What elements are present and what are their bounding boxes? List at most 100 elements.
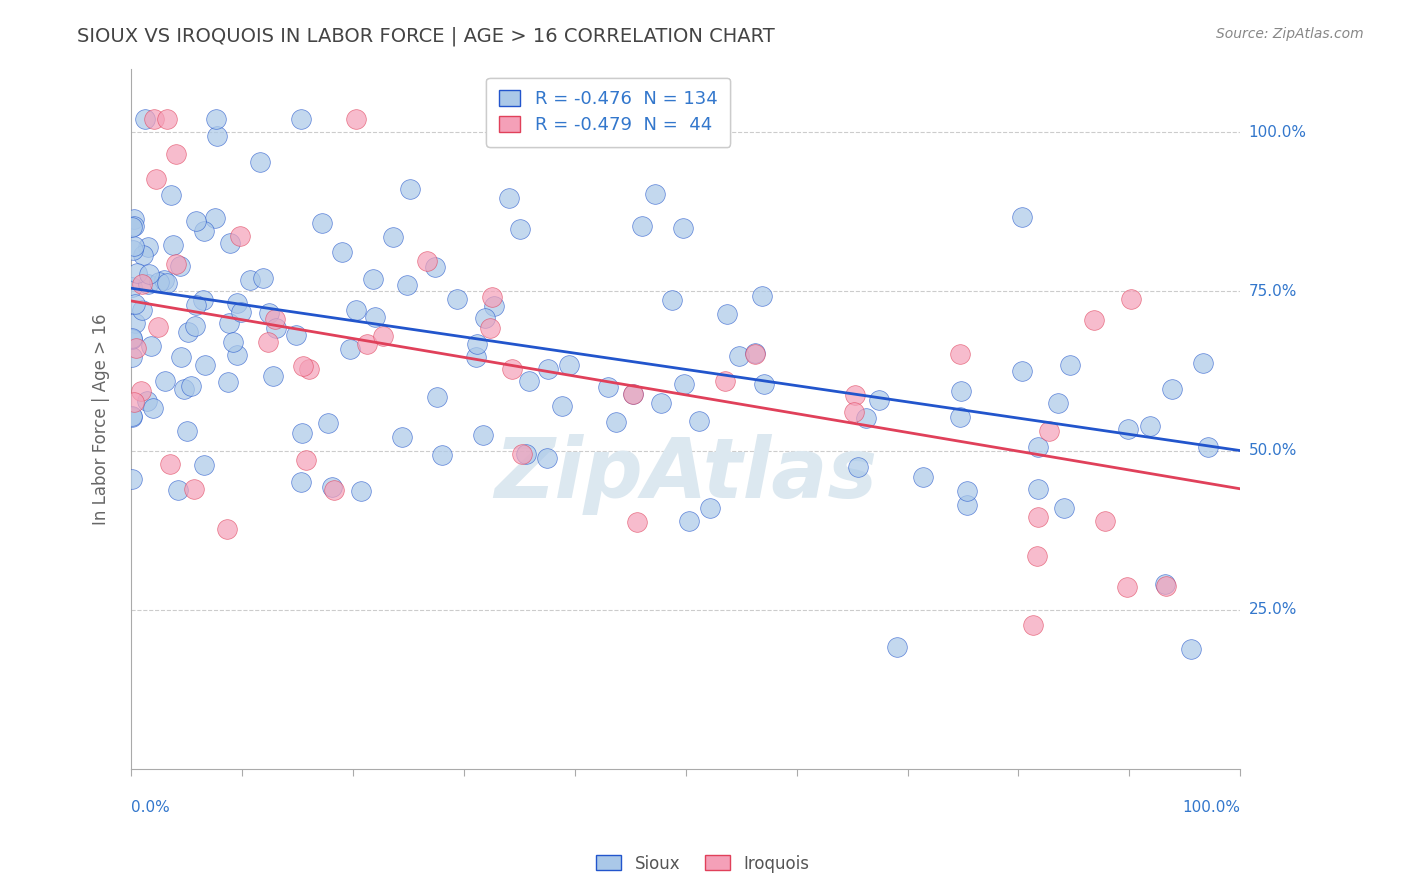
Sioux: [868, 393, 890, 408]
Sioux: [1026, 482, 1049, 496]
Sioux: [135, 393, 157, 408]
Sioux: [311, 216, 333, 230]
Sioux: [193, 224, 215, 238]
Sioux: [148, 275, 170, 289]
Sioux: [350, 484, 373, 499]
Sioux: [139, 339, 162, 353]
Iroquois: [949, 347, 972, 361]
Sioux: [219, 235, 242, 250]
Sioux: [1053, 501, 1076, 516]
Sioux: [1192, 356, 1215, 370]
Sioux: [551, 399, 574, 413]
Sioux: [284, 327, 307, 342]
Sioux: [672, 220, 695, 235]
Sioux: [239, 273, 262, 287]
Sioux: [138, 277, 160, 291]
Sioux: [290, 112, 312, 127]
Sioux: [136, 240, 159, 254]
Iroquois: [322, 483, 344, 497]
Iroquois: [159, 457, 181, 471]
Iroquois: [501, 362, 523, 376]
Sioux: [754, 377, 776, 392]
Sioux: [344, 303, 367, 318]
Sioux: [205, 128, 228, 143]
Iroquois: [145, 172, 167, 186]
Sioux: [956, 483, 979, 498]
Iroquois: [1094, 515, 1116, 529]
Sioux: [515, 447, 537, 461]
Sioux: [430, 448, 453, 462]
Sioux: [631, 219, 654, 233]
Sioux: [517, 374, 540, 388]
Iroquois: [264, 311, 287, 326]
Sioux: [316, 417, 339, 431]
Sioux: [605, 416, 627, 430]
Sioux: [1116, 421, 1139, 435]
Sioux: [170, 350, 193, 364]
Sioux: [1139, 418, 1161, 433]
Sioux: [153, 273, 176, 287]
Iroquois: [356, 336, 378, 351]
Iroquois: [215, 522, 238, 536]
Sioux: [160, 188, 183, 202]
Sioux: [596, 379, 619, 393]
Iroquois: [183, 482, 205, 496]
Sioux: [166, 483, 188, 498]
Text: ZipAtlas: ZipAtlas: [494, 434, 877, 516]
Sioux: [364, 310, 387, 324]
Sioux: [846, 459, 869, 474]
Sioux: [162, 238, 184, 252]
Sioux: [465, 337, 488, 351]
Iroquois: [295, 452, 318, 467]
Sioux: [446, 293, 468, 307]
Sioux: [949, 384, 972, 398]
Sioux: [217, 375, 239, 389]
Sioux: [177, 325, 200, 339]
Sioux: [672, 377, 695, 392]
Text: 100.0%: 100.0%: [1249, 125, 1306, 140]
Sioux: [156, 276, 179, 290]
Sioux: [124, 239, 146, 253]
Iroquois: [229, 229, 252, 244]
Iroquois: [165, 257, 187, 271]
Sioux: [744, 346, 766, 360]
Sioux: [536, 450, 558, 465]
Sioux: [249, 154, 271, 169]
Iroquois: [842, 405, 865, 419]
Sioux: [1011, 210, 1033, 224]
Text: 75.0%: 75.0%: [1249, 284, 1296, 299]
Sioux: [184, 298, 207, 312]
Sioux: [169, 259, 191, 273]
Legend: R = -0.476  N = 134, R = -0.479  N =  44: R = -0.476 N = 134, R = -0.479 N = 44: [486, 78, 730, 146]
Sioux: [124, 297, 146, 311]
Sioux: [176, 424, 198, 438]
Sioux: [558, 358, 581, 372]
Sioux: [184, 319, 207, 334]
Sioux: [193, 458, 215, 472]
Sioux: [751, 289, 773, 303]
Iroquois: [165, 146, 187, 161]
Iroquois: [626, 516, 648, 530]
Sioux: [291, 426, 314, 441]
Iroquois: [373, 329, 395, 343]
Sioux: [1180, 642, 1202, 657]
Sioux: [423, 260, 446, 275]
Text: SIOUX VS IROQUOIS IN LABOR FORCE | AGE > 16 CORRELATION CHART: SIOUX VS IROQUOIS IN LABOR FORCE | AGE >…: [77, 27, 775, 46]
Text: Source: ZipAtlas.com: Source: ZipAtlas.com: [1216, 27, 1364, 41]
Sioux: [290, 475, 312, 490]
Iroquois: [1083, 312, 1105, 326]
Sioux: [122, 219, 145, 233]
Sioux: [218, 316, 240, 330]
Sioux: [395, 277, 418, 292]
Text: 100.0%: 100.0%: [1182, 799, 1240, 814]
Sioux: [484, 300, 506, 314]
Iroquois: [744, 347, 766, 361]
Sioux: [661, 293, 683, 307]
Sioux: [121, 409, 143, 423]
Sioux: [361, 272, 384, 286]
Sioux: [132, 248, 155, 262]
Sioux: [121, 219, 143, 234]
Sioux: [225, 295, 247, 310]
Iroquois: [143, 112, 166, 127]
Sioux: [321, 480, 343, 494]
